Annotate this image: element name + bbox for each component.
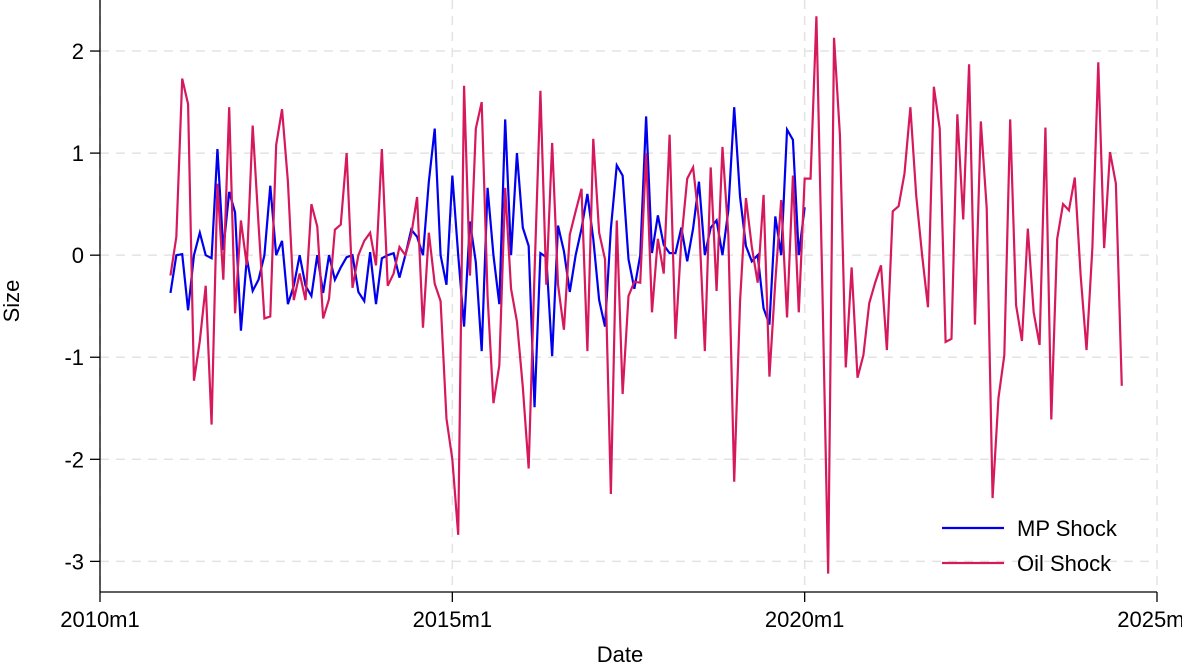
legend: MP Shock Oil Shock	[942, 516, 1118, 576]
x-axis-title: Date	[597, 642, 643, 664]
axis-layer: 2 1 0 -1 -2 -3 2010m1 2015m1 2020m1 2025m1	[60, 0, 1182, 632]
x-tick-label-0: 2010m1	[60, 607, 140, 632]
y-tick-label-0: 2	[72, 39, 84, 64]
series-line-mp-shock	[169, 107, 806, 408]
y-tick-label-4: -2	[64, 447, 84, 472]
x-tick-label-3: 2025m1	[1117, 607, 1182, 632]
legend-label-mp-shock: MP Shock	[1017, 516, 1118, 541]
y-tick-label-1: 1	[72, 141, 84, 166]
series-layer	[169, 16, 1123, 574]
y-tick-label-5: -3	[64, 549, 84, 574]
y-tick-label-3: -1	[64, 345, 84, 370]
y-axis-title: Size	[0, 280, 24, 323]
y-tick-label-2: 0	[72, 243, 84, 268]
x-tick-label-2: 2020m1	[765, 607, 845, 632]
x-tick-label-1: 2015m1	[413, 607, 493, 632]
series-line-oil-shock	[169, 16, 1123, 574]
legend-label-oil-shock: Oil Shock	[1017, 551, 1112, 576]
